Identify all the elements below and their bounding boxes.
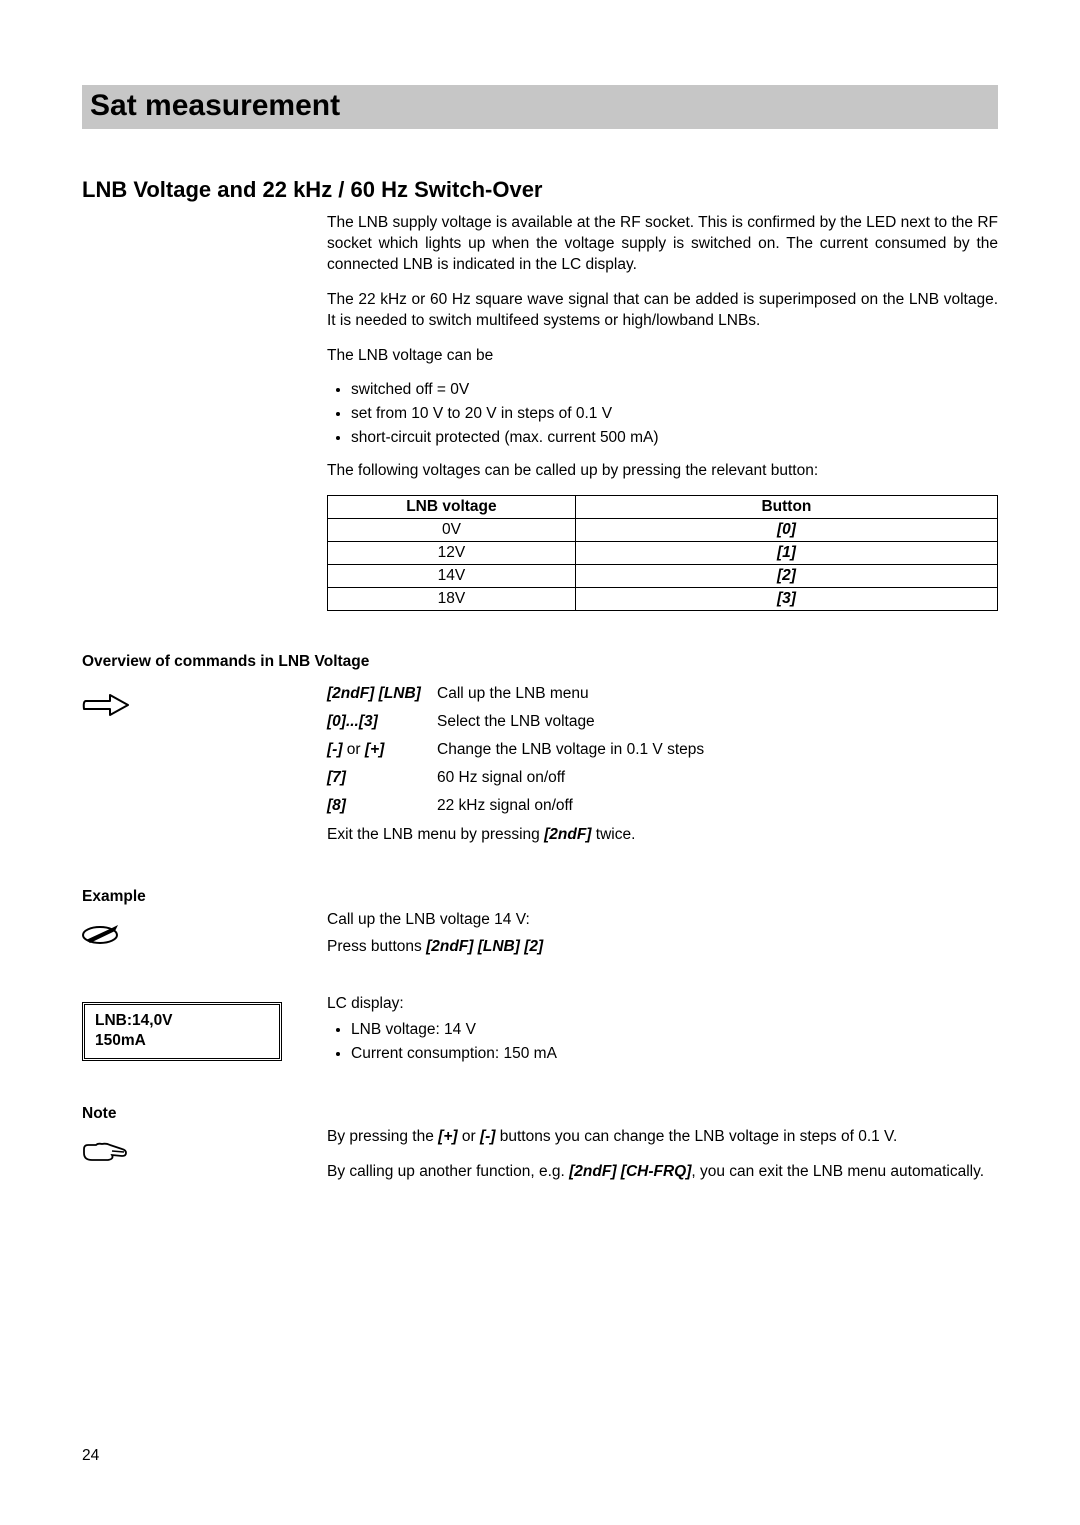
command-row: [0]...[3] Select the LNB voltage (327, 713, 998, 731)
lcd-details-list: LNB voltage: 14 V Current consumption: 1… (327, 1021, 998, 1063)
command-desc: Select the LNB voltage (437, 713, 998, 731)
table-row: 12V [1] (328, 542, 998, 565)
table-cell: [1] (575, 542, 997, 565)
table-cell: 14V (328, 565, 576, 588)
table-cell: [3] (575, 588, 997, 611)
intro-para-3: The LNB voltage can be (327, 346, 998, 367)
list-item: set from 10 V to 20 V in steps of 0.1 V (351, 405, 998, 423)
command-key: [2ndF] [LNB] (327, 685, 437, 703)
voltage-capabilities-list: switched off = 0V set from 10 V to 20 V … (327, 381, 998, 447)
table-cell: 18V (328, 588, 576, 611)
table-cell: [2] (575, 565, 997, 588)
command-desc: Call up the LNB menu (437, 685, 998, 703)
note-heading: Note (82, 1105, 315, 1123)
exit-instruction: Exit the LNB menu by pressing [2ndF] twi… (327, 825, 998, 846)
command-row: [-] or [+] Change the LNB voltage in 0.1… (327, 741, 998, 759)
section-title: Sat measurement (82, 85, 998, 129)
command-row: [2ndF] [LNB] Call up the LNB menu (327, 685, 998, 703)
commands-block: [2ndF] [LNB] Call up the LNB menu [0]...… (82, 685, 998, 860)
voltage-button-table: LNB voltage Button 0V [0] 12V [1] 14V [2… (327, 495, 998, 611)
intro-para-1: The LNB supply voltage is available at t… (327, 213, 998, 276)
command-desc: 60 Hz signal on/off (437, 769, 998, 787)
col-header: LNB voltage (328, 496, 576, 519)
lcd-intro: LC display: (327, 994, 998, 1015)
document-page: Sat measurement LNB Voltage and 22 kHz /… (0, 0, 1080, 1525)
command-desc: 22 kHz signal on/off (437, 797, 998, 815)
table-cell: [0] (575, 519, 997, 542)
lcd-block: LNB:14,0V 150mA LC display: LNB voltage:… (82, 994, 998, 1077)
overview-heading: Overview of commands in LNB Voltage (82, 653, 998, 671)
list-item: Current consumption: 150 mA (351, 1045, 998, 1063)
lcd-line-1: LNB:14,0V (95, 1011, 269, 1031)
lcd-display-box: LNB:14,0V 150mA (82, 1002, 282, 1060)
pointing-hand-icon (82, 1139, 128, 1165)
example-line-1: Call up the LNB voltage 14 V: (327, 910, 998, 931)
table-row: 14V [2] (328, 565, 998, 588)
table-cell: 0V (328, 519, 576, 542)
example-line-2: Press buttons [2ndF] [LNB] [2] (327, 937, 998, 958)
pen-icon (82, 922, 122, 948)
note-block: Note By pressing the [+] or [-] buttons … (82, 1105, 998, 1197)
col-header: Button (575, 496, 997, 519)
list-item: LNB voltage: 14 V (351, 1021, 998, 1039)
arrow-right-icon (82, 693, 132, 721)
command-row: [8] 22 kHz signal on/off (327, 797, 998, 815)
table-row: 0V [0] (328, 519, 998, 542)
intro-block: The LNB supply voltage is available at t… (82, 213, 998, 611)
command-key: [7] (327, 769, 437, 787)
list-item: switched off = 0V (351, 381, 998, 399)
intro-para-2: The 22 kHz or 60 Hz square wave signal t… (327, 290, 998, 332)
lcd-line-2: 150mA (95, 1031, 269, 1051)
command-desc: Change the LNB voltage in 0.1 V steps (437, 741, 998, 759)
command-key: [8] (327, 797, 437, 815)
subheading: LNB Voltage and 22 kHz / 60 Hz Switch-Ov… (82, 177, 998, 203)
command-row: [7] 60 Hz signal on/off (327, 769, 998, 787)
note-para-1: By pressing the [+] or [-] buttons you c… (327, 1127, 998, 1148)
page-number: 24 (82, 1447, 99, 1465)
example-heading: Example (82, 888, 315, 906)
example-block: Example Call up the LNB voltage 14 V: Pr… (82, 888, 998, 972)
command-key: [-] or [+] (327, 741, 437, 759)
table-header-row: LNB voltage Button (328, 496, 998, 519)
note-para-2: By calling up another function, e.g. [2n… (327, 1162, 998, 1183)
command-key: [0]...[3] (327, 713, 437, 731)
table-row: 18V [3] (328, 588, 998, 611)
table-cell: 12V (328, 542, 576, 565)
table-intro: The following voltages can be called up … (327, 461, 998, 482)
list-item: short-circuit protected (max. current 50… (351, 429, 998, 447)
